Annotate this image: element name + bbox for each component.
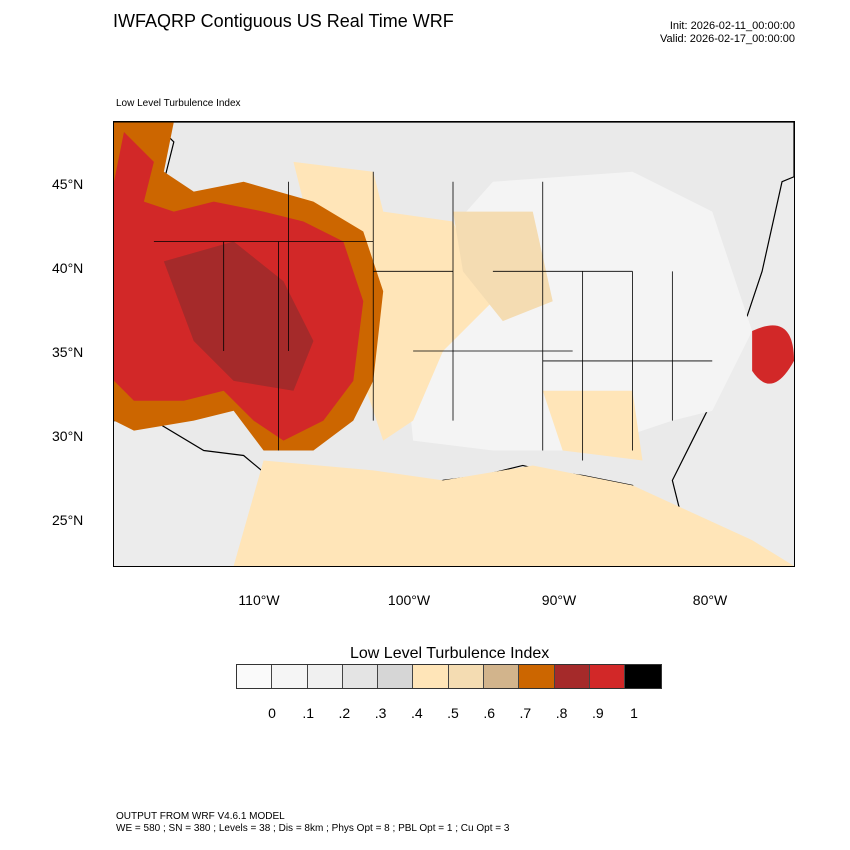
colorbar-swatch [378,665,414,688]
colorbar-label: .2 [338,705,351,721]
lat-label: 25°N [52,512,84,528]
atlantic-red [752,325,794,384]
state-borders [153,171,713,461]
colorbar-swatch [342,665,379,688]
colorbar-swatch [625,665,661,688]
colorbar-label: .4 [410,705,423,721]
colorbar-swatch [484,665,520,688]
footer-model: OUTPUT FROM WRF V4.6.1 MODEL [116,811,285,822]
colorbar-swatch [237,665,273,688]
plot-title: IWFAQRP Contiguous US Real Time WRF [113,11,454,31]
se-tan [542,390,643,461]
colorbar-label: .8 [555,705,568,721]
valid-time: Valid: 2026-02-17_00:00:00 [660,33,795,45]
west-darkred [163,241,314,391]
map-subtitle: Low Level Turbulence Index [116,98,241,109]
colorbar-label: .6 [483,705,496,721]
colorbar-swatch [554,665,590,688]
colorbar-title: Low Level Turbulence Index [350,645,550,662]
colorbar-label: 1 [630,705,638,721]
colorbar-swatch [589,665,626,688]
lat-label: 45°N [52,176,84,192]
plains-tan2 [453,211,553,322]
gulf-tan [233,460,794,566]
colorbar-label: .1 [302,705,315,721]
lat-label: 30°N [52,428,84,444]
lon-label: 80°W [692,592,728,608]
lat-label: 40°N [52,260,84,276]
colorbar-label: 0 [268,705,276,721]
colorbar-swatch [413,665,449,688]
colorbar-label: .5 [447,705,459,721]
turbulence-map [113,121,795,567]
colorbar-swatch [307,665,343,688]
colorbar-swatch [448,665,485,688]
lon-label: 110°W [238,592,280,608]
colorbar-label: .7 [519,705,532,721]
colorbar-swatch [519,665,555,688]
lon-label: 100°W [387,592,431,608]
colorbar-label: .3 [374,705,387,721]
colorbar-swatch [272,665,308,688]
lon-label: 90°W [541,592,577,608]
init-time: Init: 2026-02-11_00:00:00 [669,20,795,32]
lat-label: 35°N [52,344,84,360]
colorbar [236,664,662,689]
footer-config: WE = 580 ; SN = 380 ; Levels = 38 ; Dis … [116,823,510,834]
colorbar-label: .9 [591,705,604,721]
